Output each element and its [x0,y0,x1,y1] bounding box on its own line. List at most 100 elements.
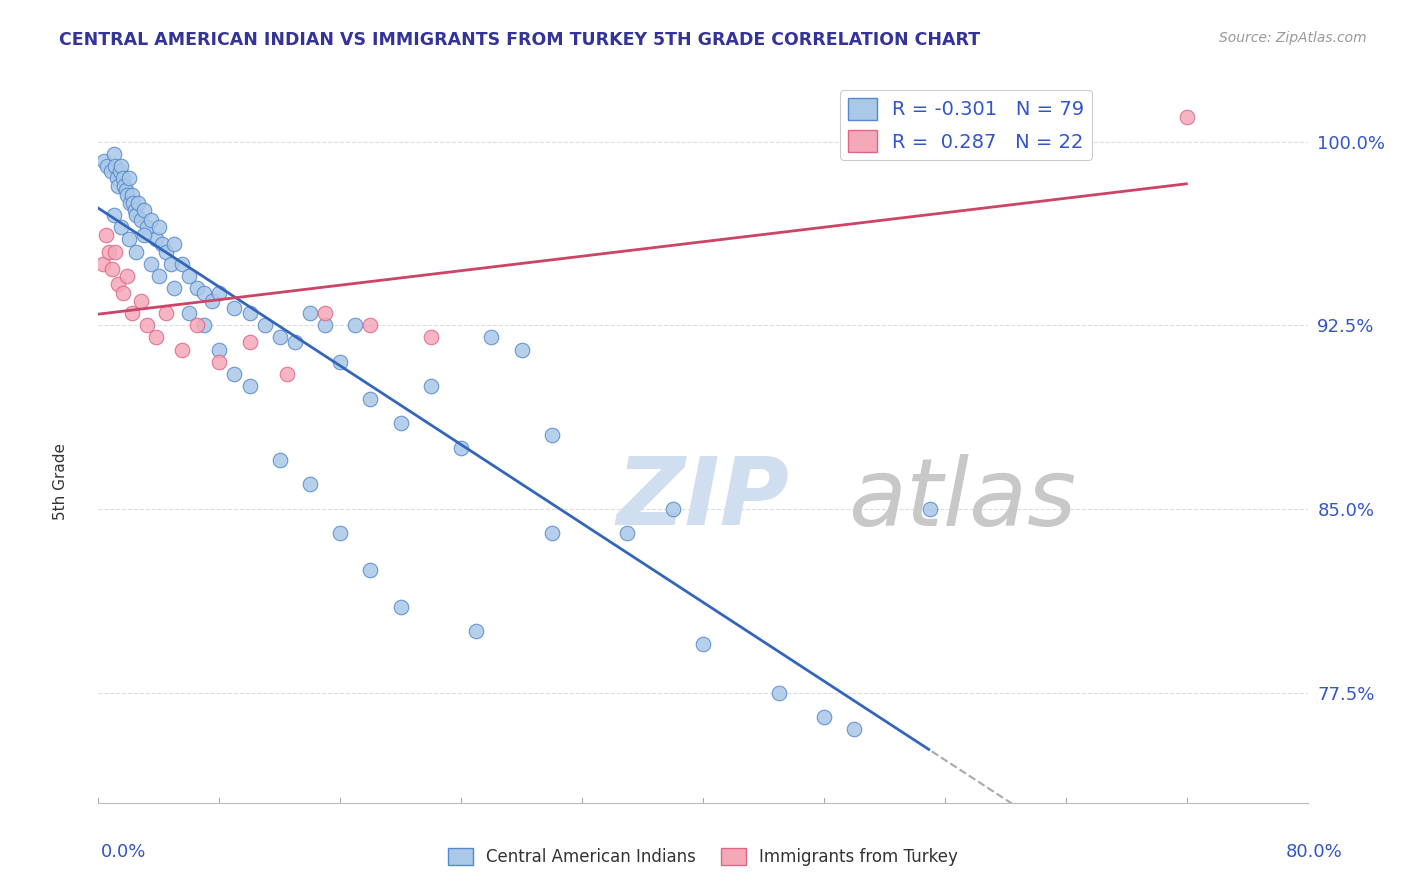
Point [108,164,131,178]
Point [129,213,152,227]
Point [135,220,157,235]
Point [208,355,231,369]
Point [115,269,138,284]
Point [129,293,152,308]
Point [540,526,562,541]
Point [141,257,163,271]
Point [1175,110,1198,124]
Point [844,723,866,737]
Point [118,232,141,246]
Point [389,599,412,614]
Point [284,335,307,350]
Point [145,232,167,246]
Point [135,318,157,333]
Point [148,269,170,284]
Point [150,237,173,252]
Point [253,318,276,333]
Point [132,227,155,242]
Point [115,188,138,202]
Point [148,220,170,235]
Point [329,355,352,369]
Point [155,306,177,320]
Point [239,335,262,350]
Point [111,171,134,186]
Point [118,171,141,186]
Point [465,624,488,639]
Point [179,306,201,320]
Point [179,269,201,284]
Legend: R = -0.301   N = 79, R =  0.287   N = 22: R = -0.301 N = 79, R = 0.287 N = 22 [839,90,1092,161]
Text: 0.0%: 0.0% [101,843,146,861]
Point [269,330,291,344]
Point [111,286,134,301]
Point [98,244,121,259]
Point [193,318,215,333]
Point [224,301,246,315]
Point [125,208,148,222]
Point [540,428,562,442]
Point [692,637,714,651]
Point [124,203,146,218]
Point [107,277,129,291]
Point [170,257,193,271]
Point [112,178,135,193]
Point [101,261,124,276]
Point [127,195,149,210]
Point [103,208,125,222]
Point [420,379,443,393]
Point [918,502,941,516]
Point [122,195,145,210]
Point [276,367,298,381]
Point [269,453,291,467]
Point [100,164,122,178]
Point [299,306,322,320]
Point [155,244,177,259]
Text: ZIP: ZIP [617,453,789,545]
Point [510,343,533,357]
Point [120,195,142,210]
Point [145,330,167,344]
Point [208,286,231,301]
Point [160,257,183,271]
Text: 80.0%: 80.0% [1286,843,1343,861]
Point [813,710,835,724]
Point [360,318,382,333]
Point [170,343,193,357]
Legend: Central American Indians, Immigrants from Turkey: Central American Indians, Immigrants fro… [441,841,965,873]
Point [360,392,382,406]
Point [94,227,117,242]
Point [110,220,132,235]
Point [314,318,336,333]
Point [450,441,472,455]
Point [193,286,215,301]
Point [125,244,148,259]
Text: atlas: atlas [848,454,1077,545]
Point [163,281,186,295]
Point [314,306,336,320]
Point [420,330,443,344]
Point [239,379,262,393]
Point [163,237,186,252]
Point [141,213,163,227]
Point [121,306,143,320]
Point [661,502,683,516]
Point [616,526,638,541]
Point [121,188,143,202]
Point [96,159,118,173]
Point [93,154,115,169]
Point [239,306,262,320]
Point [344,318,367,333]
Point [481,330,503,344]
Point [224,367,246,381]
Point [110,159,132,173]
Point [768,685,790,699]
Text: CENTRAL AMERICAN INDIAN VS IMMIGRANTS FROM TURKEY 5TH GRADE CORRELATION CHART: CENTRAL AMERICAN INDIAN VS IMMIGRANTS FR… [59,31,980,49]
Point [132,203,155,218]
Point [91,257,114,271]
Point [208,343,231,357]
Point [186,318,208,333]
Point [299,477,322,491]
Text: 5th Grade: 5th Grade [53,443,69,520]
Point [107,178,129,193]
Point [104,159,127,173]
